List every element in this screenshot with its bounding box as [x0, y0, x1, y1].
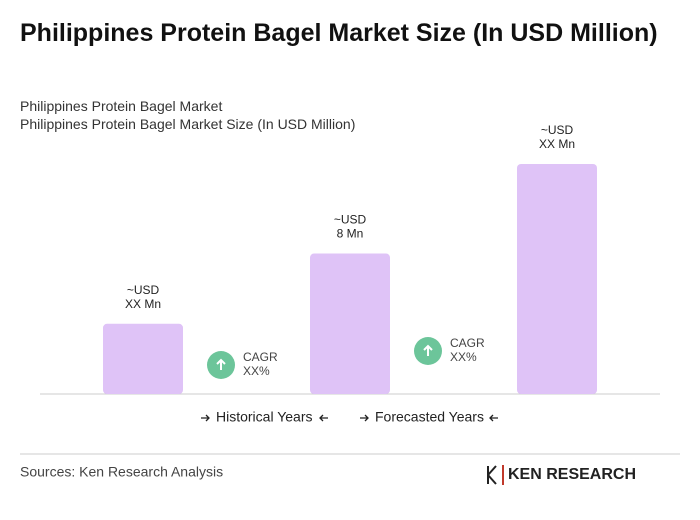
legend-entry: Historical Years: [216, 409, 313, 425]
value-label: XX Mn: [539, 137, 575, 151]
bar: [310, 253, 390, 394]
cagr-arrow: [423, 344, 433, 356]
value-label: 8 Mn: [337, 227, 364, 241]
legend-arrows: [201, 414, 498, 422]
cagr-label: CAGR: [450, 336, 485, 350]
cagr-label: CAGR: [243, 350, 278, 364]
bar: [517, 164, 597, 394]
subtitle: Philippines Protein Bagel Market: [20, 98, 223, 114]
logo-icon: [487, 465, 504, 485]
cagr-value: XX%: [450, 350, 477, 364]
value-label: ~USD: [334, 213, 367, 227]
cagr-value: XX%: [243, 364, 270, 378]
source: Sources: Ken Research Analysis: [20, 464, 223, 480]
logo: KEN RESEARCH: [508, 466, 636, 483]
value-label: ~USD: [127, 283, 160, 297]
subtitle: Philippines Protein Bagel Market Size (I…: [20, 116, 356, 132]
value-label: ~USD: [541, 123, 574, 137]
chart-title: Philippines Protein Bagel Market Size (I…: [20, 19, 658, 47]
cagr-arrow: [216, 358, 226, 370]
value-label: XX Mn: [125, 297, 161, 311]
legend-entry: Forecasted Years: [375, 409, 484, 425]
bar: [103, 323, 183, 394]
